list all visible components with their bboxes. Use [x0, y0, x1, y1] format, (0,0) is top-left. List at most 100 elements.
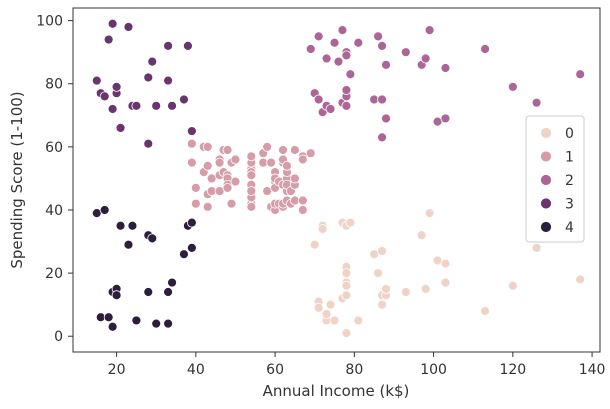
data-point [143, 72, 154, 83]
data-point [400, 47, 411, 58]
data-point [424, 25, 435, 35]
data-point [321, 309, 332, 320]
x-axis: 20 40 60 80 100 120 140 [108, 352, 606, 378]
data-point [147, 233, 158, 244]
data-point [289, 145, 300, 155]
y-axis-title: Spending Score (1-100) [8, 91, 26, 268]
legend-marker [540, 221, 552, 233]
data-point [123, 239, 134, 250]
legend: 0 1 2 3 4 [525, 115, 585, 243]
data-point [373, 31, 384, 42]
data-point [278, 145, 288, 155]
data-point [341, 100, 352, 111]
plot-frame [72, 7, 601, 353]
data-point [309, 239, 320, 250]
data-point [440, 113, 451, 124]
legend-frame [525, 115, 585, 243]
data-point [341, 268, 352, 279]
data-point [111, 81, 122, 92]
x-tick-label: 60 [266, 362, 284, 378]
y-axis: 0 20 40 60 80 100 [36, 14, 73, 345]
y-tick-label: 80 [45, 77, 63, 93]
data-point [115, 123, 126, 133]
data-point [167, 100, 177, 111]
data-point [377, 40, 387, 51]
x-tick-label: 120 [499, 362, 526, 378]
data-point [103, 34, 114, 45]
y-tick-label: 20 [45, 266, 63, 282]
series-4 [91, 205, 197, 332]
data-point [202, 201, 213, 212]
points-layer [91, 18, 586, 338]
data-point [183, 40, 193, 51]
data-point [186, 217, 197, 228]
legend-label: 1 [565, 150, 574, 166]
y-tick-label: 60 [45, 140, 63, 156]
data-point [163, 318, 173, 329]
data-point [341, 290, 352, 301]
legend-marker [540, 174, 552, 186]
data-point [246, 170, 257, 181]
y-tick-label: 100 [36, 14, 63, 30]
x-tick-label: 100 [420, 362, 447, 378]
data-point [381, 113, 391, 124]
data-point [131, 100, 142, 111]
data-point [341, 328, 352, 338]
data-point [99, 91, 110, 102]
data-point [317, 224, 328, 234]
data-point [313, 31, 324, 42]
data-point [147, 56, 158, 67]
data-point [297, 154, 308, 165]
data-point [416, 230, 427, 241]
x-axis-title: Annual Income (k$) [263, 382, 410, 400]
data-point [163, 287, 173, 297]
data-point [373, 268, 384, 279]
x-tick-label: 80 [345, 362, 363, 378]
y-tick-label: 40 [45, 203, 63, 219]
data-point [345, 217, 356, 228]
data-point [143, 287, 154, 297]
data-point [420, 53, 431, 64]
data-point [480, 44, 490, 54]
data-point [305, 44, 316, 54]
data-point [297, 205, 308, 215]
data-point [377, 246, 387, 256]
legend-items: 0 1 2 3 4 [540, 126, 574, 236]
data-point [325, 104, 336, 114]
data-point [151, 100, 162, 111]
data-point [186, 138, 197, 149]
data-point [186, 126, 197, 136]
data-point [377, 94, 387, 105]
data-point [341, 85, 352, 95]
data-point [99, 205, 110, 215]
data-point [163, 40, 173, 51]
data-point [179, 94, 189, 105]
data-point [151, 318, 162, 329]
series-2 [305, 25, 586, 143]
data-point [440, 277, 451, 288]
legend-item: 3 [540, 197, 574, 213]
data-point [190, 198, 201, 209]
data-point [123, 22, 134, 32]
data-point [480, 306, 490, 316]
data-point [202, 141, 213, 152]
data-point [440, 258, 451, 269]
x-tick-label: 140 [579, 362, 606, 378]
data-point [143, 138, 154, 149]
legend-label: 0 [565, 126, 574, 142]
data-point [341, 50, 352, 61]
data-point [440, 63, 451, 73]
data-point [190, 182, 201, 193]
data-point [202, 160, 213, 171]
data-point [575, 274, 586, 285]
data-point [353, 315, 364, 326]
data-point [111, 290, 122, 301]
legend-item: 2 [540, 173, 574, 189]
series-3 [91, 18, 197, 149]
data-point [329, 315, 340, 326]
data-point [353, 37, 364, 48]
data-point [230, 176, 241, 187]
data-point [107, 321, 118, 332]
data-point [91, 75, 102, 86]
y-tick-label: 0 [54, 329, 63, 345]
